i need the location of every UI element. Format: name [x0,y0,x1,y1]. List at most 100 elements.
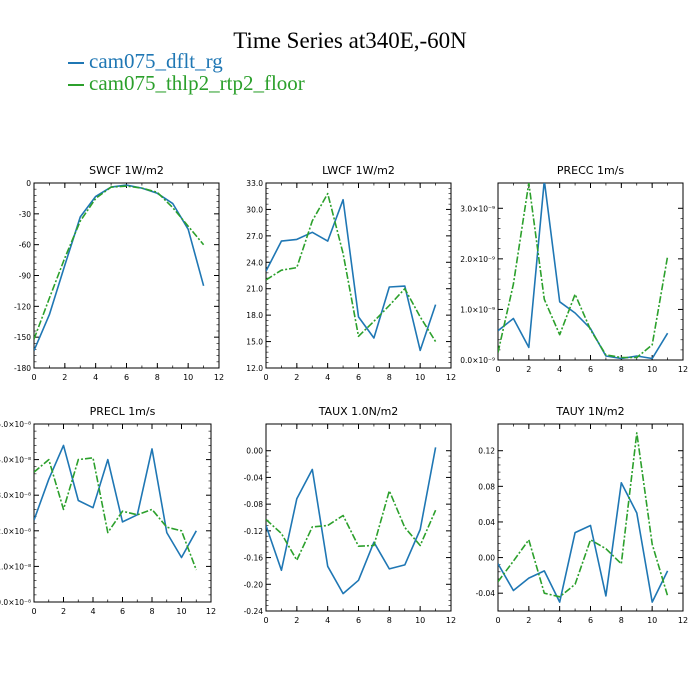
x-tick-label: 0 [263,373,268,382]
x-tick-label: 10 [647,616,657,625]
y-tick-label: 12.0 [246,364,263,373]
chart-panel-4: PRECL 1m/s 0 2 4 6 8 10 12 0.0×10⁻⁸ 1.0×10⁻⁸ 2.0×1… [0,405,216,616]
x-tick-label: 4 [90,607,95,616]
x-tick-label: 8 [155,373,160,382]
legend-swatch-2 [68,84,84,87]
y-tick-label: 33.0 [246,179,263,188]
x-tick-label: 2 [526,616,531,625]
legend-swatch-1 [68,62,84,65]
series-line-dflt-rg [266,198,437,352]
x-tick-label: 0 [31,607,36,616]
y-tick-label: 0.00 [246,447,263,456]
x-tick-label: 0 [495,616,500,625]
x-tick-label: 2 [61,607,66,616]
y-tick-label: 0.00 [478,554,495,563]
chart-title: SWCF 1W/m2 [89,164,164,177]
series-line-thlp2-rtp2-floor [498,183,669,359]
x-tick-label: 8 [387,616,392,625]
chart-title: PRECL 1m/s [90,405,156,418]
series-line-dflt-rg [498,183,669,360]
x-tick-label: 6 [588,616,593,625]
chart-title: TAUX 1.0N/m2 [318,405,399,418]
x-tick-label: 0 [263,616,268,625]
x-tick-label: 10 [176,607,186,616]
x-tick-label: 12 [446,616,456,625]
x-tick-label: 12 [678,616,688,625]
x-tick-label: 6 [356,373,361,382]
x-tick-label: 8 [619,616,624,625]
x-tick-label: 6 [124,373,129,382]
y-tick-label: -0.24 [244,607,264,616]
y-tick-label: 0.0×10⁻⁸ [0,598,31,607]
legend-label-1: cam075_dflt_rg [89,49,223,73]
x-tick-label: 2 [62,373,67,382]
y-tick-label: -0.16 [244,554,264,563]
x-tick-label: 6 [120,607,125,616]
plot-frame [497,182,684,361]
x-tick-label: 4 [325,616,330,625]
x-tick-label: 4 [557,616,562,625]
y-tick-label: 0.08 [478,482,495,491]
series-line-thlp2-rtp2-floor [34,185,205,340]
x-tick-label: 2 [526,365,531,374]
y-tick-label: -0.08 [244,500,264,509]
x-tick-label: 6 [588,365,593,374]
x-tick-label: 0 [31,373,36,382]
chart-title: PRECC 1m/s [557,164,625,177]
y-tick-label: -0.04 [476,589,496,598]
figure-title: Time Series at340E,-60N [233,28,467,53]
legend: cam075_dflt_rg cam075_thlp2_rtp2_floor [68,50,305,94]
y-tick-label: 0.04 [478,518,495,527]
y-tick-label: -150 [14,333,31,342]
y-tick-label: -30 [19,210,31,219]
y-tick-label: -90 [19,272,31,281]
x-tick-label: 2 [294,616,299,625]
legend-entry-1: cam075_dflt_rg [68,50,305,72]
x-tick-label: 12 [678,365,688,374]
x-tick-label: 10 [183,373,193,382]
y-tick-label: 1.0×10⁻⁸ [0,562,31,571]
series-line-thlp2-rtp2-floor [498,432,669,598]
series-line-dflt-rg [34,184,205,351]
x-tick-label: 8 [387,373,392,382]
x-tick-label: 6 [356,616,361,625]
y-tick-label: 3.0×10⁻⁹ [460,204,495,213]
series-line-thlp2-rtp2-floor [266,192,437,343]
y-tick-label: 0.0×10⁻⁹ [460,356,495,365]
y-tick-label: -0.04 [244,473,264,482]
x-tick-label: 12 [206,607,216,616]
y-tick-label: -180 [14,364,31,373]
x-tick-label: 12 [446,373,456,382]
series-line-dflt-rg [34,444,197,559]
x-tick-label: 4 [557,365,562,374]
series-line-thlp2-rtp2-floor [266,489,437,562]
y-tick-label: 3.0×10⁻⁸ [0,491,31,500]
y-tick-label: 24.0 [246,258,263,267]
y-tick-label: 2.0×10⁻⁹ [460,255,495,264]
y-tick-label: -0.20 [244,580,264,589]
x-tick-label: 4 [93,373,98,382]
x-tick-label: 0 [495,365,500,374]
chart-title: TAUY 1N/m2 [555,405,624,418]
series-line-thlp2-rtp2-floor [34,456,198,571]
legend-entry-2: cam075_thlp2_rtp2_floor [68,72,305,94]
legend-label-2: cam075_thlp2_rtp2_floor [89,71,305,95]
y-tick-label: 30.0 [246,205,263,214]
x-tick-label: 10 [415,373,425,382]
y-tick-label: 0 [26,179,31,188]
x-tick-label: 8 [149,607,154,616]
x-tick-label: 4 [325,373,330,382]
y-tick-label: -60 [19,241,31,250]
y-tick-label: 2.0×10⁻⁸ [0,527,31,536]
y-tick-label: 15.0 [246,338,263,347]
chart-panel-1: SWCF 1W/m2 0 2 4 6 8 10 12 -180 -150 -120 -90 -60 -30… [14,164,224,382]
series-line-dflt-rg [266,447,437,595]
x-tick-label: 10 [647,365,657,374]
y-tick-label: 5.0×10⁻⁸ [0,420,31,429]
x-tick-label: 8 [619,365,624,374]
y-tick-label: 21.0 [246,285,263,294]
chart-title: LWCF 1W/m2 [322,164,395,177]
y-tick-label: 0.12 [478,447,495,456]
